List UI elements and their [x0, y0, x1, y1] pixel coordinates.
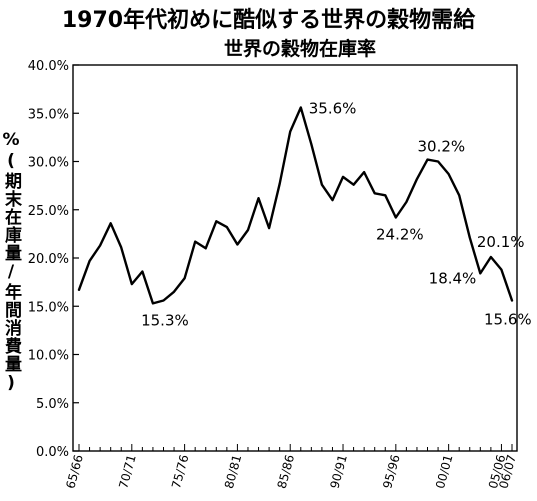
- x-tick-label: 90/91: [327, 453, 349, 490]
- y-tick-label: 35.0%: [28, 107, 69, 122]
- y-ticks: 0.0% 5.0% 10.0% 15.0% 20.0% 25.0% 30.0% 35.0% 40…: [28, 59, 79, 460]
- data-label: 18.4%: [429, 269, 477, 287]
- data-label: 24.2%: [376, 225, 424, 243]
- y-tick-label: 20.0%: [28, 252, 69, 267]
- y-tick-label: 10.0%: [28, 349, 69, 364]
- x-tick-label: 85/86: [275, 453, 297, 490]
- data-labels: 15.3% 35.6% 24.2% 30.2% 20.1%18.4% 15.6%: [141, 99, 532, 329]
- y-tick-label: 15.0%: [28, 300, 69, 315]
- series-line: [77, 106, 514, 305]
- y-axis-label: %(期末在庫量/年間消費量): [1, 130, 21, 394]
- x-tick-label: 75/76: [169, 453, 191, 490]
- data-label: 15.6%: [484, 310, 532, 328]
- data-label: 35.6%: [309, 99, 357, 117]
- y-tick-label: 30.0%: [28, 156, 69, 171]
- data-label: 20.1%: [477, 233, 525, 251]
- x-tick-label: 80/81: [222, 453, 244, 490]
- y-tick-label: 25.0%: [28, 204, 69, 219]
- data-label: 30.2%: [418, 138, 466, 156]
- chart-subtitle: 世界の穀物在庫率: [223, 38, 376, 60]
- y-tick-label: 40.0%: [28, 59, 69, 74]
- chart-title: 1970年代初めに酷似する世界の穀物需給: [61, 8, 476, 33]
- y-tick-label: 5.0%: [36, 397, 69, 412]
- data-label: 15.3%: [141, 311, 189, 329]
- series-lines: [77, 106, 514, 305]
- x-tick-label: 00/01: [433, 453, 455, 490]
- x-tick-label: 95/96: [380, 453, 402, 490]
- x-tick-label: 70/71: [116, 453, 138, 490]
- y-tick-label: 0.0%: [36, 445, 69, 460]
